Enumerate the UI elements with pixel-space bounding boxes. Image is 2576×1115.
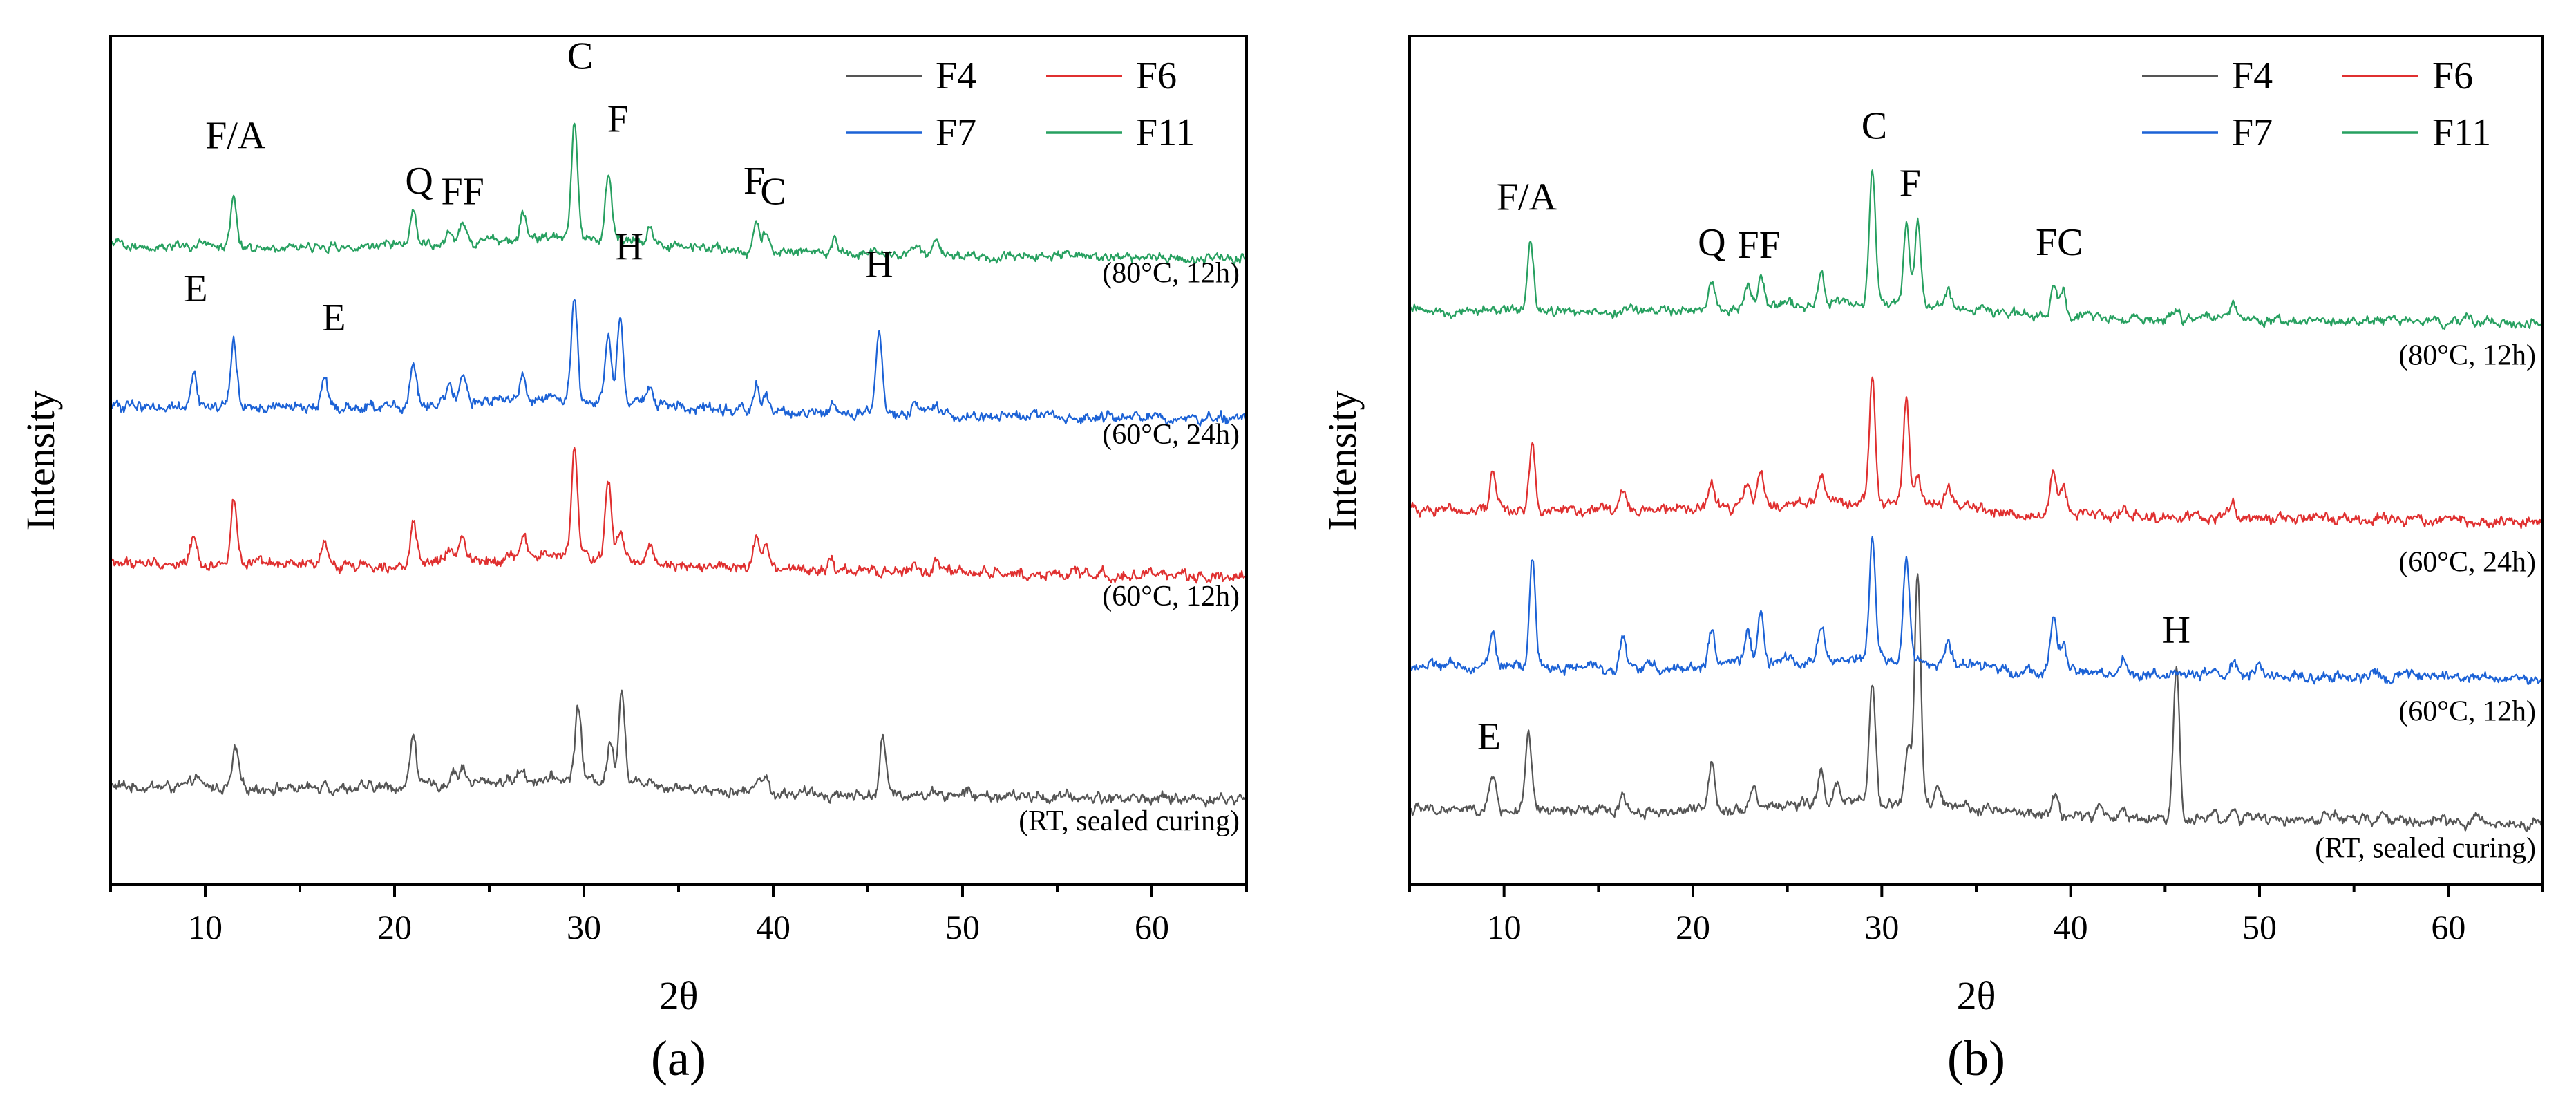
peak-label: H bbox=[865, 243, 893, 286]
x-tick-label: 40 bbox=[756, 908, 790, 946]
x-tick-label: 60 bbox=[1135, 908, 1169, 946]
peak-label: FF bbox=[441, 171, 484, 214]
x-tick-label: 30 bbox=[567, 908, 601, 946]
y-axis-label: Intensity bbox=[18, 391, 63, 531]
peak-label: F bbox=[744, 160, 765, 203]
plot-frame bbox=[109, 35, 1248, 886]
x-tick-label: 20 bbox=[1676, 908, 1710, 946]
y-axis-label: Intensity bbox=[1320, 391, 1365, 531]
panel-label: (a) bbox=[651, 1031, 706, 1086]
legend-label-f6: F6 bbox=[1136, 55, 1177, 97]
legend-label-f11: F11 bbox=[1136, 111, 1195, 154]
x-tick-label: 20 bbox=[377, 908, 412, 946]
condition-label: (60°C, 12h) bbox=[2398, 695, 2536, 727]
panel-label: (b) bbox=[1947, 1031, 2005, 1086]
legend-label-f6: F6 bbox=[2432, 55, 2473, 97]
legend-label-f4: F4 bbox=[936, 55, 976, 97]
series-line-f7 bbox=[109, 299, 1248, 427]
condition-label: (80°C, 12h) bbox=[2398, 339, 2536, 371]
peak-label: E bbox=[322, 297, 345, 339]
legend-label-f7: F7 bbox=[2232, 111, 2273, 154]
peak-label: Q bbox=[1698, 221, 1725, 264]
condition-label: (RT, sealed curing) bbox=[2315, 832, 2536, 864]
peak-label: C bbox=[760, 171, 786, 214]
condition-label: (60°C, 24h) bbox=[1102, 419, 1240, 451]
condition-label: (RT, sealed curing) bbox=[1019, 805, 1240, 837]
x-axis-label: 2θ bbox=[659, 973, 699, 1018]
series-line-f11 bbox=[1409, 169, 2544, 330]
x-tick-label: 10 bbox=[1487, 908, 1522, 946]
series-line-f4 bbox=[110, 689, 1248, 808]
peak-label: C bbox=[567, 35, 593, 78]
x-tick-label: 50 bbox=[2242, 908, 2277, 946]
series-line-f6 bbox=[1409, 376, 2544, 530]
peak-label: E bbox=[1477, 715, 1501, 758]
peak-label: FC bbox=[2036, 221, 2083, 264]
legend-label-f4: F4 bbox=[2232, 55, 2273, 97]
peak-label: F bbox=[1900, 162, 1921, 205]
peak-label: Q bbox=[405, 160, 433, 203]
x-tick-label: 60 bbox=[2431, 908, 2465, 946]
peak-label: H bbox=[2163, 608, 2190, 651]
peak-label: F bbox=[607, 98, 629, 141]
peak-label: H bbox=[616, 225, 643, 268]
legend-label-f7: F7 bbox=[936, 111, 976, 154]
x-tick-label: 40 bbox=[2054, 908, 2088, 946]
peak-label: F/A bbox=[205, 114, 266, 157]
peak-label: C bbox=[1862, 105, 1887, 148]
plot-frame bbox=[1408, 35, 2544, 886]
condition-label: (60°C, 12h) bbox=[1102, 581, 1240, 612]
x-tick-label: 30 bbox=[1864, 908, 1899, 946]
peak-label: E bbox=[184, 268, 207, 310]
legend-label-f11: F11 bbox=[2432, 111, 2491, 154]
series-line-f6 bbox=[109, 447, 1247, 584]
series-line-f11 bbox=[110, 122, 1247, 265]
x-axis-label: 2θ bbox=[1957, 973, 1996, 1018]
condition-label: (60°C, 24h) bbox=[2398, 546, 2536, 578]
x-tick-label: 50 bbox=[945, 908, 980, 946]
x-tick-label: 10 bbox=[188, 908, 222, 946]
peak-label: F/A bbox=[1497, 176, 1557, 219]
condition-label: (80°C, 12h) bbox=[1102, 258, 1240, 290]
series-line-f4 bbox=[1409, 573, 2544, 832]
series-line-f7 bbox=[1408, 536, 2544, 685]
peak-label: FF bbox=[1738, 224, 1781, 267]
